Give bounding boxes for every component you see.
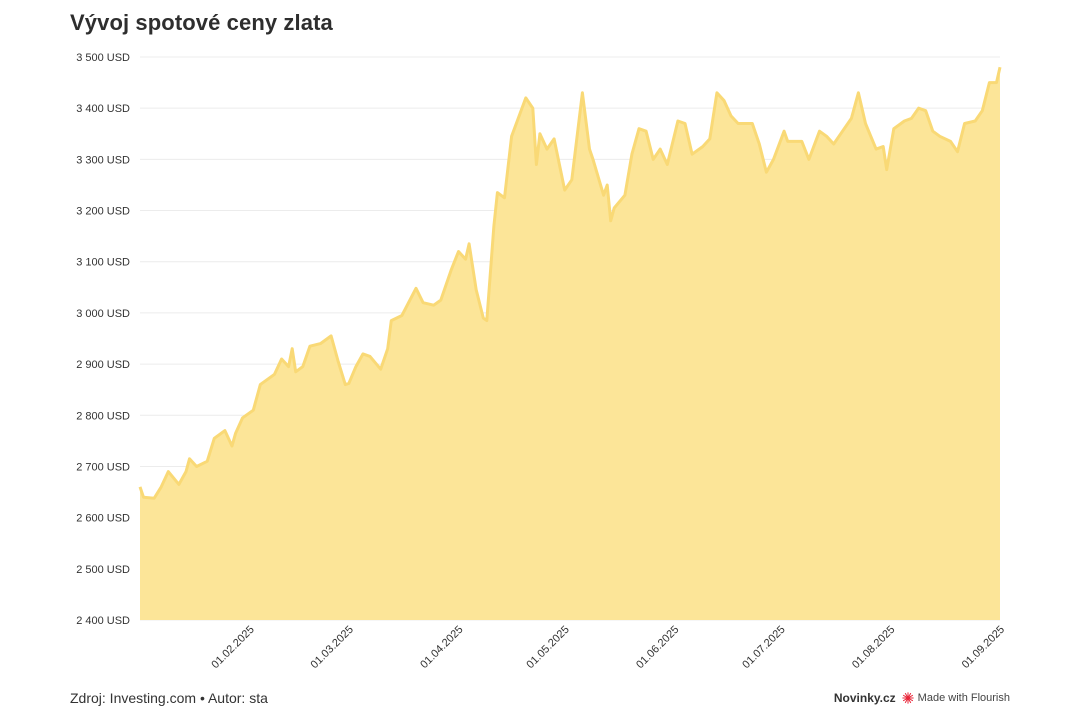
flourish-credit-label: Made with Flourish <box>917 692 1010 704</box>
y-tick-label: 3 200 USD <box>76 206 130 218</box>
y-axis: 3 500 USD 3 400 USD 3 300 USD 3 200 USD 3 10… <box>76 52 130 627</box>
y-tick-label: 3 500 USD <box>76 52 130 64</box>
chart-title: Vývoj spotové ceny zlata <box>70 10 333 35</box>
y-tick-label: 2 800 USD <box>76 410 130 422</box>
x-tick-label: 01.09.2025 <box>960 624 1007 671</box>
footer-source: Zdroj: Investing.com • Autor: sta <box>70 690 268 706</box>
x-tick-label: 01.02.2025 <box>209 624 256 671</box>
y-tick-label: 2 600 USD <box>76 513 130 525</box>
x-tick-label: 01.04.2025 <box>418 624 465 671</box>
price-line <box>138 66 1002 500</box>
brand-novinky-link[interactable]: Novinky.cz <box>833 691 896 705</box>
footer-brand: Novinky.cz Made with Flourish <box>834 691 1010 705</box>
flourish-icon <box>902 692 914 704</box>
x-tick-label: 01.06.2025 <box>634 624 681 671</box>
y-tick-label: 2 500 USD <box>76 564 130 576</box>
y-tick-label: 2 400 USD <box>76 615 130 627</box>
price-area <box>140 67 1000 620</box>
x-tick-label: 01.03.2025 <box>309 624 356 671</box>
y-tick-label: 3 300 USD <box>76 154 130 166</box>
x-axis: 01.02.2025 01.03.2025 01.04.2025 01.05.2025… <box>209 624 1007 671</box>
y-tick-label: 3 400 USD <box>76 103 130 115</box>
flourish-credit-link[interactable]: Made with Flourish <box>902 692 1010 704</box>
x-tick-label: 01.08.2025 <box>850 624 897 671</box>
area-layer <box>138 66 1002 620</box>
y-tick-label: 3 000 USD <box>76 308 130 320</box>
x-tick-label: 01.05.2025 <box>524 624 571 671</box>
y-tick-label: 2 900 USD <box>76 359 130 371</box>
y-tick-label: 2 700 USD <box>76 461 130 473</box>
y-tick-label: 3 100 USD <box>76 257 130 269</box>
x-tick-label: 01.07.2025 <box>740 624 787 671</box>
